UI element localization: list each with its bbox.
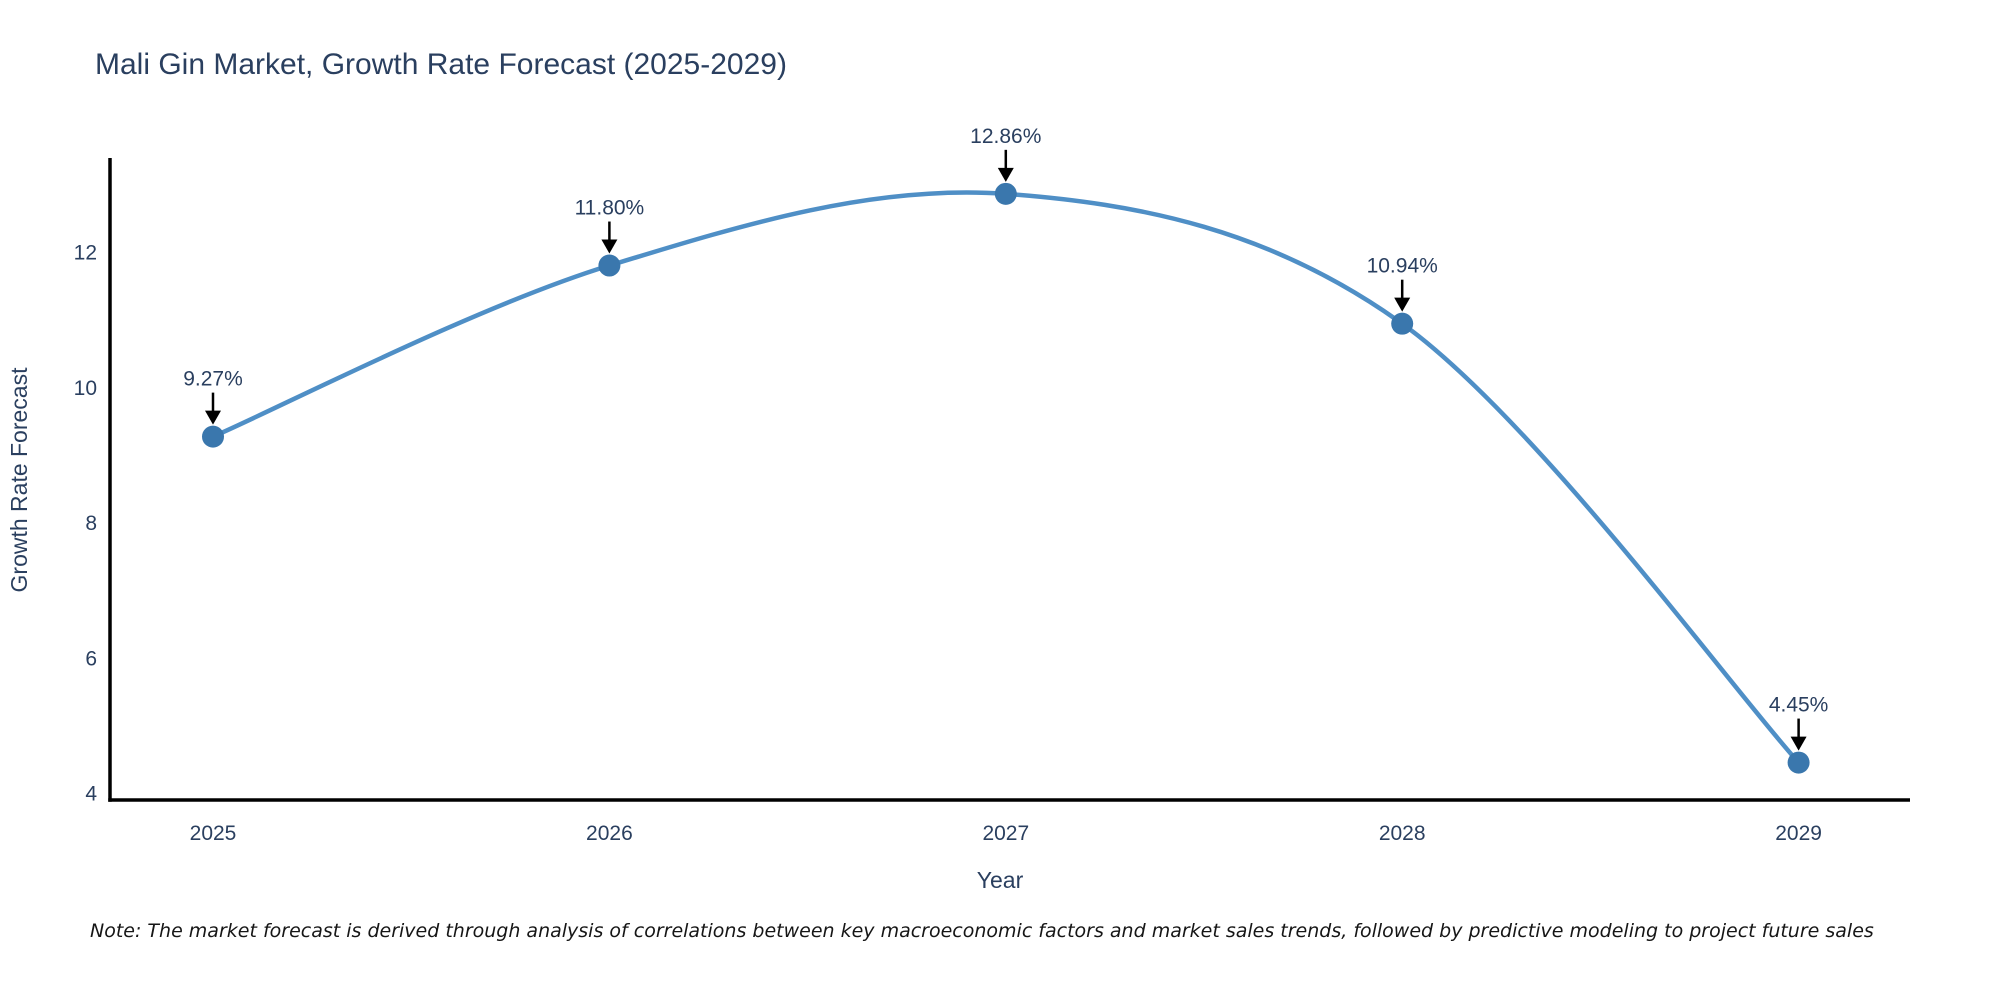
- x-tick-label: 2025: [190, 822, 237, 845]
- data-point-label: 9.27%: [183, 368, 243, 391]
- y-axis-title: Growth Rate Forecast: [6, 367, 32, 593]
- data-point-marker: [598, 254, 621, 277]
- y-tick-label: 6: [85, 647, 97, 670]
- x-tick-label: 2027: [982, 822, 1029, 845]
- data-point-marker: [1391, 312, 1414, 335]
- data-point-label: 11.80%: [575, 197, 645, 220]
- x-tick-label: 2029: [1775, 822, 1822, 845]
- data-point-marker: [1787, 751, 1810, 774]
- y-axis-tick-labels: 4 6 8 10 12: [74, 242, 98, 806]
- y-tick-label: 4: [85, 783, 97, 806]
- data-point-label: 12.86%: [970, 125, 1041, 148]
- x-axis-title: Year: [977, 867, 1024, 893]
- chart-title: Mali Gin Market, Growth Rate Forecast (2…: [95, 48, 787, 81]
- data-point-marker: [994, 182, 1017, 205]
- point-annotations: 9.27% 11.80% 12.86% 10.94% 4.45%: [183, 125, 1828, 751]
- annotation-arrowhead: [601, 239, 618, 254]
- annotation-arrowhead: [205, 410, 221, 425]
- data-point-label: 10.94%: [1367, 255, 1438, 278]
- series-line: [212, 190, 1801, 765]
- x-axis-tick-labels: 2025 2026 2027 2028 2029: [190, 822, 1822, 845]
- footnote: Note: The market forecast is derived thr…: [90, 920, 1874, 942]
- data-point-marker: [202, 425, 224, 448]
- data-point-label: 4.45%: [1769, 694, 1829, 717]
- annotation-arrowhead: [997, 167, 1014, 182]
- x-tick-label: 2028: [1379, 822, 1426, 845]
- annotation-arrowhead: [1394, 297, 1411, 312]
- series-markers: [202, 182, 1810, 774]
- y-tick-label: 10: [74, 377, 97, 400]
- y-tick-label: 12: [74, 242, 97, 265]
- y-tick-label: 8: [85, 512, 97, 535]
- x-tick-label: 2026: [586, 822, 633, 845]
- annotation-arrowhead: [1790, 736, 1807, 751]
